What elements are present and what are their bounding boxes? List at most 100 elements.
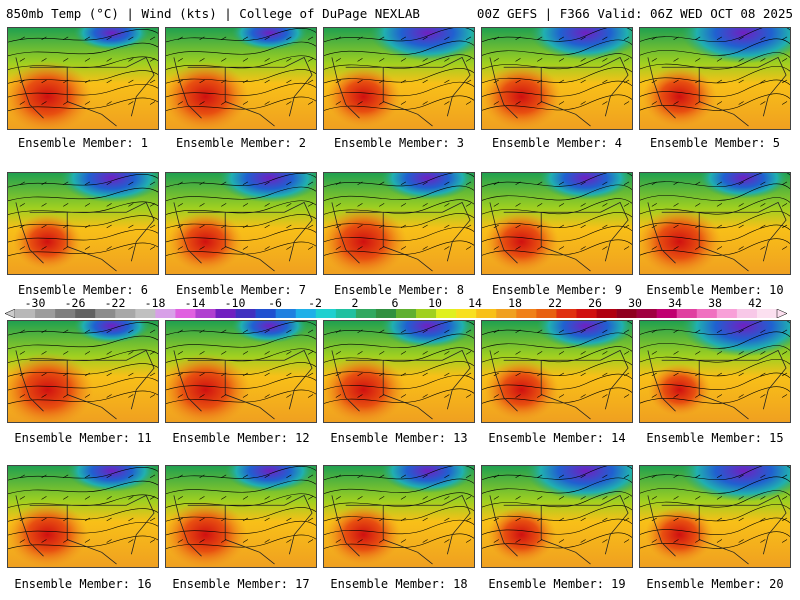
wind-barb [623,224,630,229]
wind-barb [781,394,788,398]
wind-barb [149,539,156,543]
colorbar-swatch [736,309,758,318]
colorbar-tick-label: -18 [144,296,166,310]
height-contour [640,28,790,43]
height-contour [324,68,474,84]
wind-barb [41,181,47,186]
colorbar-swatch [476,309,497,318]
colorbar-tick-label: 6 [391,296,399,310]
wind-barb [106,36,112,41]
wind-barb [760,372,766,377]
wind-barb [286,394,292,398]
height-contour [166,96,316,112]
wind-barb [400,36,407,41]
wind-barb [580,58,586,62]
wind-barb [400,474,407,479]
wind-barb [400,496,407,500]
wind-barb [264,394,270,398]
wind-barb [128,329,134,334]
wind-barb [422,58,428,62]
wind-barb [444,539,450,543]
wind-barb [19,101,25,105]
wind-barb [623,474,630,479]
wind-barb [199,372,205,377]
colorbar-swatch [135,309,156,318]
wind-barb [357,203,363,207]
colorbar-swatch [75,309,96,318]
colorbar-tick-label: 38 [708,296,722,310]
wind-barb [623,79,630,84]
wind-barb [177,101,183,105]
ensemble-member-label: Ensemble Member: 2 [175,136,307,150]
wind-barb [379,539,385,543]
wind-barb [400,246,407,250]
wind-barb [264,329,270,334]
wind-barb [580,224,586,229]
height-contour [8,322,158,336]
wind-barb [221,517,227,522]
wind-barb [515,539,521,543]
wind-barb [623,329,630,334]
wind-barb [716,36,723,41]
wind-barb [199,203,205,207]
ensemble-member-label: Ensemble Member: 8 [333,283,465,297]
height-contour [8,228,158,243]
colorbar-swatch [716,309,738,318]
height-contour [166,241,316,257]
wind-barb [422,372,428,377]
wind-barb [379,181,385,186]
political-borders [331,494,471,565]
wind-barb [221,224,227,229]
colorbar-swatch [35,309,56,318]
wind-barb [149,474,156,479]
wind-barb [444,372,450,377]
wind-barb [716,539,723,543]
wind-barb [558,181,565,186]
wind-barb [286,203,292,207]
wind-barb [465,36,472,41]
height-contour [166,520,316,536]
height-contour [324,519,474,536]
warm-anomaly [324,355,406,422]
cold-air-mass [681,466,790,502]
cold-air-mass [231,321,308,344]
wind-barb [84,79,91,84]
wind-barb [149,181,156,186]
wind-barb [537,36,543,41]
colorbar-swatch [335,309,357,318]
wind-barb [264,372,270,377]
colorbar-tick-label: 30 [628,296,642,310]
wind-barb [41,203,47,207]
height-contour [324,95,474,111]
wind-barb [63,58,69,62]
wind-barb [651,181,657,186]
wind-barb [199,246,205,250]
ensemble-map-panel [639,320,791,423]
wind-barb [400,181,407,186]
wind-barb [357,517,363,522]
cold-air-mass [231,28,308,51]
wind-barb [307,36,314,41]
wind-barb [286,79,292,84]
wind-barb [651,517,657,522]
ensemble-map-panel [7,27,159,130]
height-contour [482,491,632,508]
wind-barb [199,394,205,398]
wind-barb [264,224,270,229]
wind-barb [781,36,788,41]
colorbar-swatch [696,309,718,318]
wind-barb [63,496,69,500]
wind-barb [465,246,472,250]
wind-barb [623,181,630,186]
wind-barb [673,224,679,229]
wind-barb [286,101,292,105]
wind-barb [623,496,630,500]
height-contour [166,28,316,43]
height-contour [166,375,316,391]
height-contour [166,534,316,550]
height-contour [482,239,632,256]
wind-barb [602,181,608,186]
wind-barb [695,246,701,250]
wind-barb [221,203,227,207]
wind-barb [537,79,543,84]
